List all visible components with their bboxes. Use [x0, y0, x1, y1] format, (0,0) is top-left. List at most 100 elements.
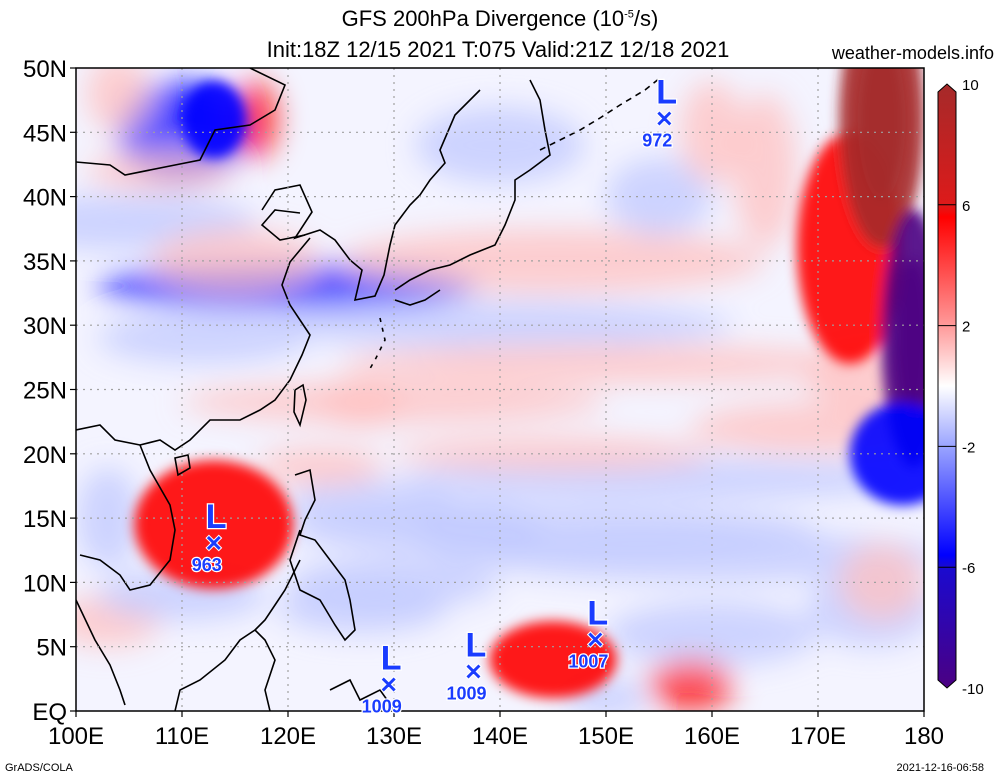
field-band: [478, 530, 924, 583]
coastline-taiwan: [293, 383, 307, 428]
low-marker: L✕1009: [360, 638, 403, 718]
y-tick-label: 50N: [23, 56, 67, 83]
colorbar-tick-label: -6: [962, 560, 975, 577]
low-letter: L: [466, 626, 487, 664]
coastline-japan-shikoku: [394, 289, 441, 306]
title-units: /s): [633, 6, 659, 31]
y-tick-label: 40N: [23, 185, 67, 212]
low-pressure: 963: [192, 555, 222, 575]
x-tick-label: 140E: [472, 723, 528, 750]
coastline-china: [139, 237, 311, 451]
coastline-hainan: [174, 454, 191, 477]
convergence-min-north: [182, 80, 246, 159]
field-band: [733, 93, 797, 249]
colorbar-tick-label: 10: [962, 77, 979, 94]
y-tick-label: 15N: [23, 506, 67, 533]
field-band: [76, 466, 140, 570]
colorbar: 10 6 2 -2 -6 -10: [937, 77, 984, 698]
field-band: [266, 302, 734, 349]
y-tick-label: 10N: [23, 570, 67, 597]
field-band: [150, 228, 320, 294]
x-tick-label: 180: [904, 723, 944, 750]
low-letter: L: [381, 639, 402, 677]
colorbar-tick-label: 2: [962, 319, 970, 336]
low-letter: L: [587, 594, 608, 632]
coastline-laos-border: [76, 424, 141, 446]
title-exponent: -5: [624, 8, 634, 21]
x-tick-label: 110E: [155, 723, 209, 750]
low-letter: L: [656, 73, 677, 111]
low-center-icon: ✕: [205, 531, 223, 556]
y-axis: EQ 5N 10N 15N 20N 25N 30N 35N 40N 45N 50N: [23, 56, 76, 726]
coastline-borneo: [174, 628, 276, 711]
footer-timestamp: 2021-12-16-06:58: [896, 762, 984, 774]
coastline-mongolia-border: [76, 68, 287, 176]
x-tick-label: 100E: [48, 723, 104, 750]
low-marker: L✕1009: [445, 625, 488, 705]
divergence-field: [76, 68, 924, 711]
x-axis: 100E 110E 120E 130E 140E 150E 160E 170E 180: [48, 711, 944, 750]
field-band: [97, 312, 310, 364]
coastline-malaya: [76, 599, 126, 706]
coastline-japan-honshu: [394, 79, 551, 291]
coastline-kurils: [539, 77, 661, 151]
field-band: [319, 376, 405, 429]
x-tick-label: 120E: [260, 723, 316, 750]
coastline-indochina: [79, 444, 176, 591]
y-tick-label: 30N: [23, 313, 67, 340]
low-center-icon: ✕: [655, 106, 673, 131]
low-marker: L✕963: [191, 497, 228, 577]
low-marker: L✕972: [641, 72, 678, 152]
y-tick-label: 45N: [23, 120, 67, 147]
divergence-max-far-ne-core: [857, 68, 906, 200]
coastline-sulawesi: [329, 678, 396, 711]
site-credit: weather-models.info: [831, 43, 994, 63]
convergence-min-east-core: [895, 258, 924, 419]
x-tick-label: 160E: [684, 723, 740, 750]
field-band: [235, 80, 278, 159]
divergence-max-equatorial: [489, 620, 617, 699]
y-tick-label: 35N: [23, 249, 67, 276]
coastline-ryukyu: [367, 317, 386, 373]
divergence-max-scs: [134, 460, 294, 589]
x-tick-label: 150E: [578, 723, 634, 750]
field-band: [256, 447, 384, 486]
field-band: [606, 601, 818, 666]
coastline-palawan: [254, 559, 301, 631]
coastline-korea: [261, 89, 481, 302]
title-text: GFS 200hPa Divergence (10: [341, 6, 625, 31]
y-tick-label: 5N: [36, 635, 67, 662]
chart-subtitle: Init:18Z 12/15 2021 T:075 Valid:21Z 12/1…: [266, 37, 730, 62]
coastline-shandong: [260, 209, 306, 241]
colorbar-tick-label: 6: [962, 198, 970, 215]
y-tick-label: 25N: [23, 378, 67, 405]
field-band: [648, 659, 734, 711]
y-tick-label: EQ: [32, 699, 67, 726]
x-tick-label: 170E: [790, 723, 846, 750]
low-pressure: 1007: [568, 651, 608, 671]
y-tick-label: 20N: [23, 442, 67, 469]
field-band: [288, 479, 458, 531]
low-center-icon: ✕: [464, 659, 482, 684]
coastlines: [76, 68, 661, 711]
low-center-icon: ✕: [379, 672, 397, 697]
low-pressure: 1009: [446, 683, 486, 703]
field-band: [415, 498, 543, 564]
field-band: [86, 68, 151, 133]
low-pressure: 1009: [362, 696, 402, 716]
coastline-philippines: [289, 468, 356, 642]
low-marker: L✕1007: [567, 593, 610, 673]
colorbar-tick-label: -2: [962, 439, 975, 456]
low-pressure: 972: [642, 130, 672, 150]
chart-title: GFS 200hPa Divergence (10-5/s): [0, 6, 1000, 32]
convergence-min-east-2: [849, 402, 924, 506]
low-letter: L: [206, 498, 227, 536]
field-band: [277, 582, 448, 634]
colorbar-tick-label: -10: [962, 681, 984, 698]
low-center-icon: ✕: [586, 627, 604, 652]
colorbar-bar: [937, 83, 957, 689]
footer-software: GrADS/COLA: [5, 762, 73, 774]
gridlines: [76, 68, 924, 711]
